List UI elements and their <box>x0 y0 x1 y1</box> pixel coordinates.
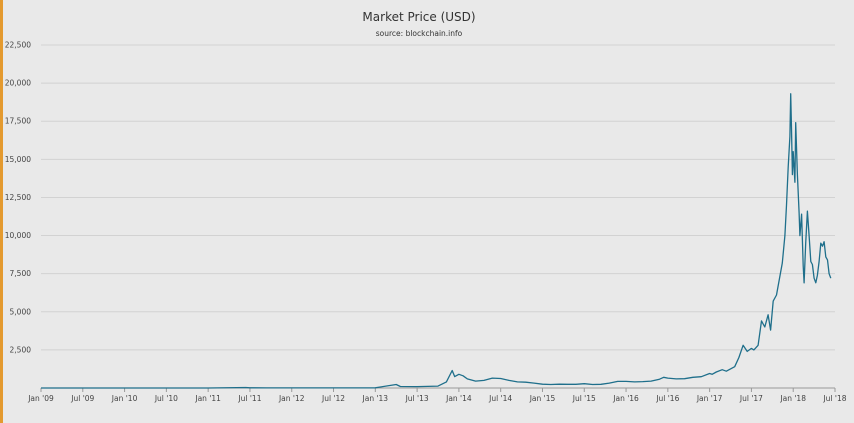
x-tick-label: Jul '12 <box>321 394 345 403</box>
y-tick-label: 15,000 <box>5 155 31 164</box>
chart-subtitle: source: blockchain.info <box>376 29 463 38</box>
y-axis: 2,500 5,000 7,500 10,000 12,500 15,000 17,500 2… <box>5 41 31 355</box>
x-tick-label: Jan '13 <box>362 394 389 403</box>
x-tick-label: Jul '11 <box>237 394 261 403</box>
x-tick-label: Jan '10 <box>111 394 138 403</box>
x-tick-label: Jul '13 <box>405 394 429 403</box>
y-tick-label: 7,500 <box>10 269 32 278</box>
x-tick-label: Jan '09 <box>27 394 54 403</box>
market-price-chart: 2,500 5,000 7,500 10,000 12,500 15,000 17,500 2… <box>5 10 847 403</box>
y-tick-label: 2,500 <box>10 345 32 354</box>
x-tick-label: Jul '17 <box>739 394 763 403</box>
series-layer <box>41 93 832 389</box>
x-tick-label: Jul '14 <box>488 394 512 403</box>
x-tick-label: Jul '09 <box>70 394 94 403</box>
x-tick-label: Jan '12 <box>278 394 305 403</box>
x-tick-label: Jan '11 <box>194 394 221 403</box>
series-line-market-price <box>41 93 832 389</box>
grid-layer <box>41 44 835 351</box>
x-tick-label: Jul '16 <box>655 394 679 403</box>
x-tick-label: Jan '16 <box>612 394 639 403</box>
y-tick-label: 20,000 <box>5 79 31 88</box>
x-tick-label: Jan '15 <box>529 394 556 403</box>
x-tick-label: Jan '14 <box>445 394 472 403</box>
chart-title: Market Price (USD) <box>362 10 475 24</box>
x-axis: Jan '09 Jul '09 Jan '10 Jul '10 Jan '11 Jul '… <box>27 387 847 403</box>
x-tick-label: Jan '18 <box>779 394 806 403</box>
y-tick-label: 17,500 <box>5 117 31 126</box>
y-tick-label: 22,500 <box>5 41 31 50</box>
y-tick-label: 10,000 <box>5 231 31 240</box>
x-tick-label: Jul '18 <box>822 394 846 403</box>
x-tick-label: Jan '17 <box>696 394 723 403</box>
y-tick-label: 5,000 <box>10 307 32 316</box>
y-tick-label: 12,500 <box>5 193 31 202</box>
x-tick-label: Jul '10 <box>154 394 178 403</box>
x-tick-label: Jul '15 <box>572 394 596 403</box>
